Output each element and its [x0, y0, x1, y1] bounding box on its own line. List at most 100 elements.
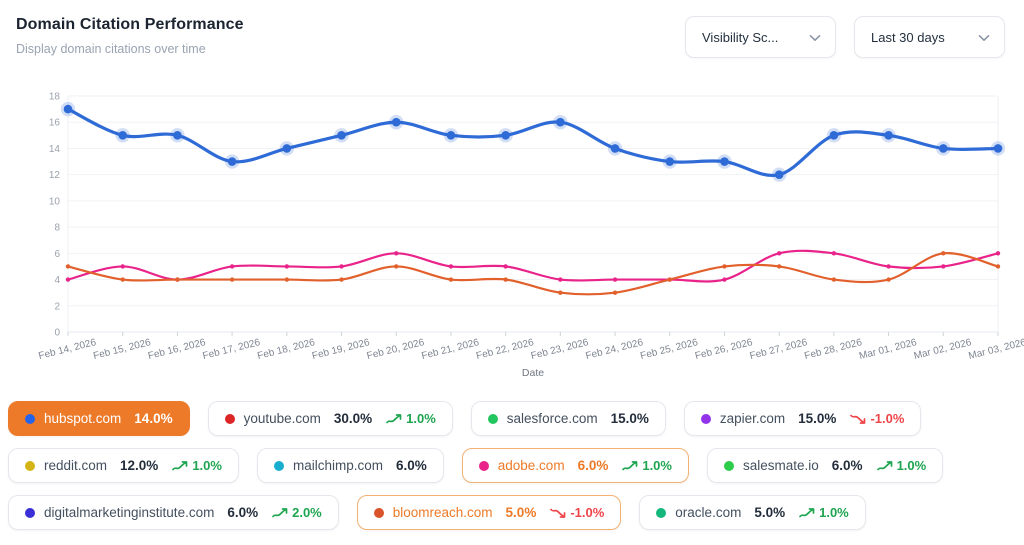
svg-text:Feb 27, 2026: Feb 27, 2026 — [749, 337, 809, 362]
legend-chip-hubspot-com[interactable]: hubspot.com 14.0% — [8, 401, 190, 436]
citation-value: 6.0% — [831, 458, 863, 473]
citation-value: 15.0% — [798, 411, 837, 426]
svg-text:6: 6 — [54, 249, 60, 260]
series-color-dot — [723, 460, 734, 471]
series-color-dot — [478, 460, 489, 471]
trend-up-icon: 1.0% — [876, 458, 927, 473]
domain-label: oracle.com — [675, 505, 742, 520]
svg-text:Feb 26, 2026: Feb 26, 2026 — [694, 337, 754, 362]
svg-text:Feb 14, 2026: Feb 14, 2026 — [37, 337, 97, 362]
trend-value: 1.0% — [192, 458, 222, 473]
svg-text:Feb 15, 2026: Feb 15, 2026 — [92, 337, 152, 362]
series-color-dot — [373, 507, 384, 518]
svg-text:12: 12 — [49, 170, 61, 181]
domain-label: salesforce.com — [506, 411, 598, 426]
citation-line-chart: 0 2 4 6 8 10 12 14 16 18 Feb 14, 2026 Feb 15, 2026 F… — [0, 88, 1024, 393]
citation-value: 12.0% — [120, 458, 159, 473]
svg-text:8: 8 — [54, 223, 60, 234]
svg-text:Feb 18, 2026: Feb 18, 2026 — [256, 337, 316, 362]
svg-text:4: 4 — [54, 275, 60, 286]
svg-text:18: 18 — [49, 92, 61, 103]
citation-value: 30.0% — [333, 411, 373, 426]
legend-chip-oracle-com[interactable]: oracle.com 5.0% 1.0% — [639, 495, 866, 530]
series-color-dot — [25, 460, 35, 471]
trend-up-icon: 1.0% — [622, 458, 672, 473]
panel-header: Domain Citation Performance Display doma… — [0, 0, 1024, 58]
legend-chip-reddit-com[interactable]: reddit.com 12.0% 1.0% — [8, 448, 239, 483]
svg-text:Feb 22, 2026: Feb 22, 2026 — [475, 337, 535, 362]
date-range-dropdown[interactable]: Last 30 days — [854, 16, 1005, 58]
trend-down-icon: -1.0% — [550, 505, 604, 520]
svg-text:Feb 16, 2026: Feb 16, 2026 — [147, 337, 207, 362]
chevron-down-icon — [978, 30, 990, 45]
svg-text:Mar 03, 2026: Mar 03, 2026 — [967, 337, 1024, 362]
svg-text:Feb 23, 2026: Feb 23, 2026 — [530, 337, 590, 362]
citation-value: 5.0% — [505, 505, 537, 520]
trend-up-icon: 1.0% — [172, 458, 222, 473]
trend-value: 1.0% — [819, 505, 849, 520]
svg-text:Feb 17, 2026: Feb 17, 2026 — [202, 337, 262, 362]
legend-row: digitalmarketinginstitute.com 6.0% 2.0% blo… — [8, 495, 943, 530]
trend-value: -1.0% — [570, 505, 605, 520]
svg-text:Feb 25, 2026: Feb 25, 2026 — [639, 337, 699, 362]
trend-value: 1.0% — [642, 458, 672, 473]
date-range-dropdown-value: Last 30 days — [871, 29, 945, 45]
series-color-dot — [656, 507, 667, 518]
svg-text:Feb 20, 2026: Feb 20, 2026 — [366, 337, 426, 362]
domain-label: bloomreach.com — [392, 505, 493, 520]
citation-value: 5.0% — [754, 505, 786, 520]
trend-value: 1.0% — [896, 458, 927, 473]
citation-value: 6.0% — [227, 505, 259, 520]
domain-label: mailchimp.com — [292, 458, 383, 473]
svg-text:14: 14 — [49, 144, 61, 155]
header-controls: Visibility Sc... Last 30 days — [685, 16, 1005, 58]
domain-label: digitalmarketinginstitute.com — [44, 505, 215, 520]
legend-chip-zapier-com[interactable]: zapier.com 15.0% -1.0% — [683, 401, 922, 436]
domain-label: adobe.com — [497, 458, 565, 473]
series-color-dot — [487, 413, 498, 424]
domain-label: zapier.com — [719, 411, 786, 426]
trend-value: 2.0% — [292, 505, 322, 520]
svg-text:Feb 28, 2026: Feb 28, 2026 — [803, 337, 863, 362]
svg-text:16: 16 — [49, 118, 61, 129]
legend-row: hubspot.com 14.0% youtube.com 30.0% 1.0% sale… — [8, 401, 943, 436]
svg-text:Mar 01, 2026: Mar 01, 2026 — [858, 337, 918, 362]
trend-up-icon: 1.0% — [386, 411, 436, 426]
citation-value: 15.0% — [610, 411, 649, 426]
trend-down-icon: -1.0% — [850, 411, 904, 426]
chevron-down-icon — [809, 30, 821, 45]
chart-legend: hubspot.com 14.0% youtube.com 30.0% 1.0% sale… — [8, 401, 944, 530]
legend-chip-salesmate-io[interactable]: salesmate.io 6.0% 1.0% — [706, 448, 944, 483]
legend-chip-digitalmarketinginstitute-com[interactable]: digitalmarketinginstitute.com 6.0% 2.0% — [8, 495, 339, 530]
legend-chip-youtube-com[interactable]: youtube.com 30.0% 1.0% — [207, 401, 453, 436]
series-color-dot — [224, 413, 235, 424]
svg-text:Mar 02, 2026: Mar 02, 2026 — [913, 337, 973, 362]
trend-up-icon: 1.0% — [799, 505, 849, 520]
series-color-dot — [700, 413, 711, 424]
series-color-dot — [25, 507, 35, 518]
header-text: Domain Citation Performance Display doma… — [16, 16, 244, 56]
trend-value: 1.0% — [406, 411, 436, 426]
citation-value: 6.0% — [395, 458, 427, 473]
page-subtitle: Display domain citations over time — [16, 42, 206, 56]
legend-row: reddit.com 12.0% 1.0% mailchimp.com 6.0% adob… — [8, 448, 944, 483]
domain-label: hubspot.com — [44, 411, 122, 426]
trend-up-icon: 2.0% — [272, 505, 322, 520]
svg-text:Feb 19, 2026: Feb 19, 2026 — [311, 337, 371, 362]
page-title: Domain Citation Performance — [16, 16, 244, 33]
legend-chip-adobe-com[interactable]: adobe.com 6.0% 1.0% — [461, 448, 689, 483]
metric-dropdown[interactable]: Visibility Sc... — [685, 16, 836, 58]
svg-text:2: 2 — [54, 301, 60, 312]
series-color-dot — [273, 460, 284, 471]
citation-value: 6.0% — [577, 458, 609, 473]
legend-chip-mailchimp-com[interactable]: mailchimp.com 6.0% — [256, 448, 444, 483]
legend-chip-bloomreach-com[interactable]: bloomreach.com 5.0% -1.0% — [356, 495, 622, 530]
svg-text:Feb 24, 2026: Feb 24, 2026 — [585, 337, 645, 362]
domain-label: youtube.com — [243, 411, 321, 426]
svg-text:Feb 21, 2026: Feb 21, 2026 — [420, 337, 480, 362]
trend-value: -1.0% — [870, 411, 905, 426]
metric-dropdown-value: Visibility Sc... — [702, 29, 779, 45]
legend-chip-salesforce-com[interactable]: salesforce.com 15.0% — [470, 401, 666, 436]
